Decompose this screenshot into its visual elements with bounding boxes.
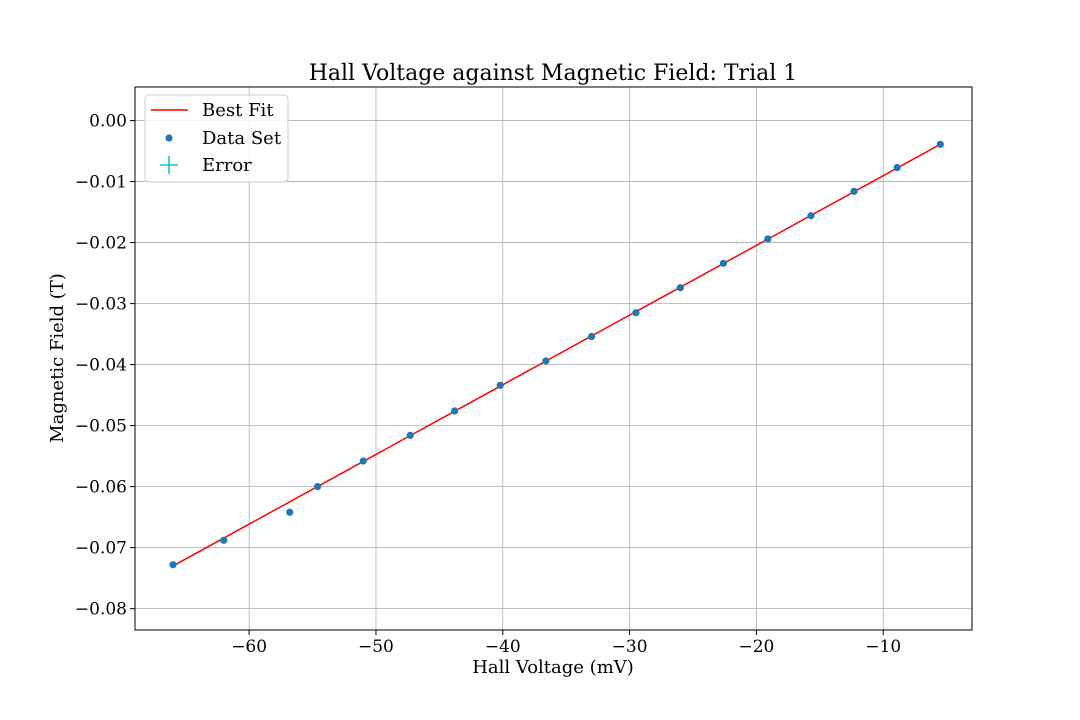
legend-data-set-label: Data Set [202,128,282,149]
y-tick-label: 0.00 [89,112,127,132]
y-tick-label: −0.06 [75,478,127,498]
y-tick-label: −0.03 [75,295,127,315]
chart-title: Hall Voltage against Magnetic Field: Tri… [309,61,798,86]
data-point [893,163,901,172]
legend-best-fit-label: Best Fit [202,100,274,121]
data-point [406,431,414,439]
x-tick-label: −20 [738,637,774,657]
y-tick-label: −0.05 [75,417,127,437]
data-point [359,457,367,465]
data-point [314,483,322,491]
x-tick-label: −50 [358,637,394,657]
x-tick-label: −10 [865,637,901,657]
data-point [286,508,294,516]
y-axis-label: Magnetic Field (T) [47,273,68,443]
data-point [220,536,228,544]
data-point [496,381,504,389]
y-axis: 0.00 −0.01 −0.02 −0.03 −0.04 −0.05 −0.06 −0.07 −… [75,112,135,620]
x-axis: −60 −50 −40 −30 −20 −10 [231,630,901,657]
data-point [764,235,772,243]
data-point [936,140,944,148]
y-tick-label: −0.01 [75,173,127,193]
y-tick-label: −0.08 [75,600,127,620]
x-tick-label: −40 [485,637,521,657]
legend-box [144,94,289,183]
x-tick-label: −60 [231,637,267,657]
plot-frame [134,86,973,631]
x-axis-label: Hall Voltage (mV) [472,657,634,678]
x-tick-label: −30 [612,637,648,657]
data-point [169,561,177,569]
data-point [632,309,640,317]
data-point [587,332,596,341]
data-point [450,407,459,415]
data-point [850,187,858,195]
legend: Best Fit Data Set Error [144,94,289,183]
legend-data-set-swatch [165,134,173,142]
legend-error-label: Error [202,155,252,176]
data-point [676,284,684,292]
y-tick-label: −0.04 [75,356,127,376]
y-tick-label: −0.02 [75,234,127,254]
y-tick-label: −0.07 [75,539,127,559]
data-point [542,357,550,365]
data-point [807,212,815,220]
data-point [719,259,728,267]
plot-series [169,140,944,569]
